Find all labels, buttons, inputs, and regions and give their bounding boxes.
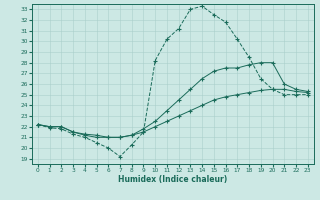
X-axis label: Humidex (Indice chaleur): Humidex (Indice chaleur) <box>118 175 228 184</box>
